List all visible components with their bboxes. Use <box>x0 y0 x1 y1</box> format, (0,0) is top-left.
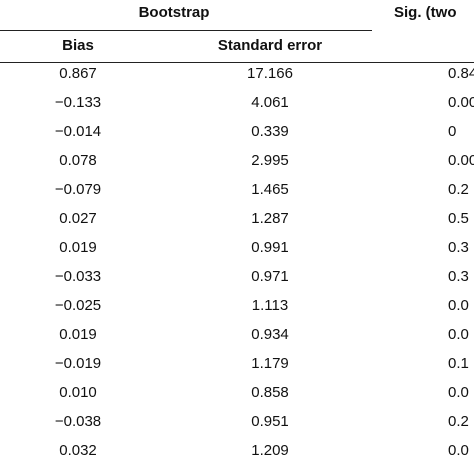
sig-cell: 0.00 <box>448 94 474 111</box>
sig-cell: 0 <box>448 123 457 140</box>
bias-cell: −0.079 <box>54 181 102 198</box>
standard-error-cell: 0.934 <box>251 326 289 343</box>
sig-cell: 0.5 <box>448 210 469 227</box>
sig-cell: 0.3 <box>448 239 469 256</box>
header-standard-error: Standard error <box>217 37 323 54</box>
bias-cell: 0.078 <box>59 152 97 169</box>
sig-cell: 0.0 <box>448 442 469 459</box>
standard-error-cell: 0.339 <box>251 123 289 140</box>
bias-cell: 0.032 <box>59 442 97 459</box>
sig-cell: 0.0 <box>448 326 469 343</box>
sig-cell: 0.84 <box>448 65 474 82</box>
standard-error-cell: 1.113 <box>251 297 289 314</box>
standard-error-cell: 1.179 <box>251 355 289 372</box>
standard-error-cell: 1.465 <box>251 181 289 198</box>
bias-cell: −0.133 <box>54 94 102 111</box>
header-bootstrap: Bootstrap <box>138 4 210 21</box>
group-underline <box>0 30 372 31</box>
bias-cell: 0.010 <box>59 384 97 401</box>
standard-error-cell: 4.061 <box>251 94 289 111</box>
standard-error-cell: 0.858 <box>251 384 289 401</box>
standard-error-cell: 17.166 <box>247 65 293 82</box>
bias-cell: 0.019 <box>59 239 97 256</box>
standard-error-cell: 1.287 <box>251 210 289 227</box>
header-rule <box>0 62 474 63</box>
sig-cell: 0.2 <box>448 413 469 430</box>
sig-cell: 0.1 <box>448 355 469 372</box>
standard-error-cell: 1.209 <box>251 442 289 459</box>
bias-cell: −0.025 <box>54 297 102 314</box>
standard-error-cell: 0.971 <box>251 268 289 285</box>
bias-cell: −0.038 <box>54 413 102 430</box>
header-sig: Sig. (two <box>394 4 457 21</box>
sig-cell: 0.0 <box>448 384 469 401</box>
sig-cell: 0.2 <box>448 181 469 198</box>
bias-cell: 0.027 <box>59 210 97 227</box>
standard-error-cell: 0.991 <box>251 239 289 256</box>
bias-cell: −0.014 <box>54 123 102 140</box>
bias-cell: 0.019 <box>59 326 97 343</box>
sig-cell: 0.0 <box>448 297 469 314</box>
bias-cell: 0.867 <box>59 65 97 82</box>
standard-error-cell: 2.995 <box>251 152 289 169</box>
header-bias: Bias <box>62 37 94 54</box>
bias-cell: −0.019 <box>54 355 102 372</box>
sig-cell: 0.00 <box>448 152 474 169</box>
sig-cell: 0.3 <box>448 268 469 285</box>
bias-cell: −0.033 <box>54 268 102 285</box>
standard-error-cell: 0.951 <box>251 413 289 430</box>
